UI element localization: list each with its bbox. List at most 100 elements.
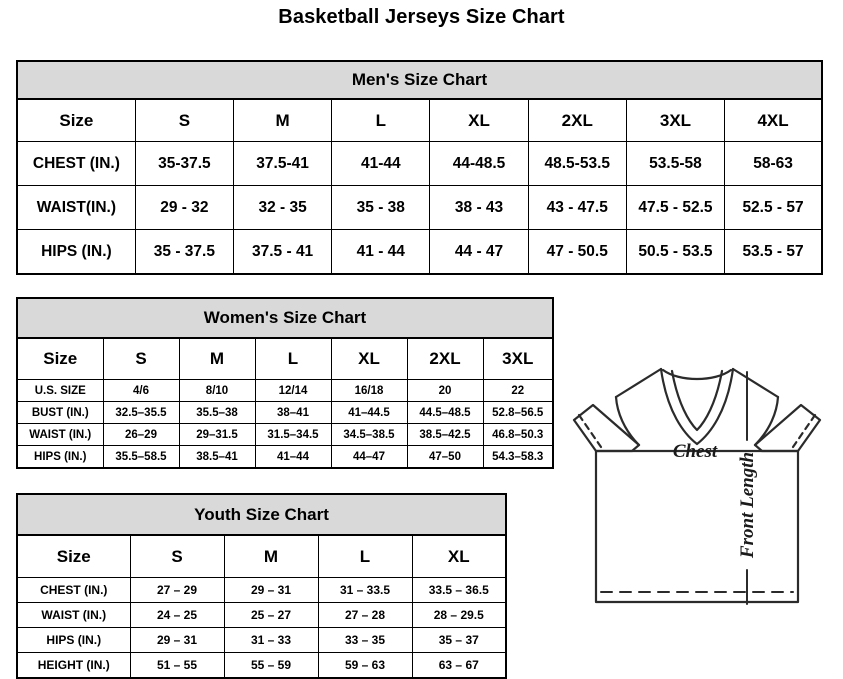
mens-header-row: Size S M L XL 2XL 3XL 4XL [16, 98, 823, 142]
jersey-right-armhole [753, 395, 780, 447]
mens-chest-s: 35-37.5 [134, 141, 234, 186]
youth-hips-l: 33 – 35 [317, 627, 413, 653]
mens-hips-4xl: 53.5 - 57 [724, 229, 823, 275]
mens-hips-2xl: 47 - 50.5 [527, 229, 627, 275]
womens-ussize-3xl: 22 [482, 379, 554, 402]
youth-hips-m: 31 – 33 [223, 627, 319, 653]
mens-header-3xl: 3XL [625, 98, 726, 142]
mens-hips-3xl: 50.5 - 53.5 [625, 229, 726, 275]
womens-row-label-waist: WAIST (IN.) [16, 423, 104, 446]
womens-bust-3xl: 52.8–56.5 [482, 401, 554, 424]
youth-size-chart-table: Youth Size Chart Size S M L XL CHEST (IN… [16, 493, 508, 679]
mens-chest-xl: 44-48.5 [429, 141, 529, 186]
youth-caption-row: Youth Size Chart [16, 493, 507, 536]
mens-chest-2xl: 48.5-53.5 [527, 141, 627, 186]
jersey-vneck-inner [670, 369, 724, 432]
mens-row-label-hips: HIPS (IN.) [16, 229, 136, 275]
womens-header-l: L [254, 337, 332, 380]
womens-header-row: Size S M L XL 2XL 3XL [16, 337, 554, 380]
mens-chart-caption: Men's Size Chart [16, 60, 823, 100]
womens-header-m: M [178, 337, 256, 380]
jersey-collar-arc [661, 368, 733, 380]
youth-row-label-chest: CHEST (IN.) [16, 577, 131, 603]
youth-chest-l: 31 – 33.5 [317, 577, 413, 603]
youth-height-l: 59 – 63 [317, 652, 413, 679]
mens-header-4xl: 4XL [724, 98, 823, 142]
womens-caption-row: Women's Size Chart [16, 297, 554, 339]
mens-row-label-waist: WAIST(IN.) [16, 185, 136, 230]
womens-ussize-s: 4/6 [102, 379, 180, 402]
youth-row-label-waist: WAIST (IN.) [16, 602, 131, 628]
womens-waist-xl: 34.5–38.5 [330, 423, 408, 446]
table-row: WAIST(IN.) 29 - 32 32 - 35 35 - 38 38 - … [16, 185, 823, 230]
womens-bust-m: 35.5–38 [178, 401, 256, 424]
table-row: BUST (IN.) 32.5–35.5 35.5–38 38–41 41–44… [16, 401, 554, 424]
jersey-vneck-outer [659, 367, 735, 446]
mens-header-2xl: 2XL [527, 98, 627, 142]
mens-waist-4xl: 52.5 - 57 [724, 185, 823, 230]
youth-row-label-height: HEIGHT (IN.) [16, 652, 131, 679]
womens-row-label-bust: BUST (IN.) [16, 401, 104, 424]
chest-measure-label: Chest [673, 441, 718, 462]
table-row: HEIGHT (IN.) 51 – 55 55 – 59 59 – 63 63 … [16, 652, 507, 679]
mens-waist-xl: 38 - 43 [429, 185, 529, 230]
mens-waist-3xl: 47.5 - 52.5 [625, 185, 726, 230]
jersey-right-cuff-seam [791, 413, 817, 449]
youth-height-xl: 63 – 67 [411, 652, 507, 679]
mens-header-m: M [232, 98, 333, 142]
table-row: WAIST (IN.) 24 – 25 25 – 27 27 – 28 28 –… [16, 602, 507, 628]
womens-chart-caption: Women's Size Chart [16, 297, 554, 339]
womens-waist-l: 31.5–34.5 [254, 423, 332, 446]
mens-header-l: L [331, 98, 431, 142]
jersey-body-outline [594, 449, 800, 604]
table-row: U.S. SIZE 4/6 8/10 12/14 16/18 20 22 [16, 379, 554, 402]
mens-hips-m: 37.5 - 41 [232, 229, 333, 275]
womens-header-xl: XL [330, 337, 408, 380]
table-row: HIPS (IN.) 35.5–58.5 38.5–41 41–44 44–47… [16, 445, 554, 469]
womens-waist-2xl: 38.5–42.5 [406, 423, 484, 446]
mens-chest-3xl: 53.5-58 [625, 141, 726, 186]
womens-hips-l: 41–44 [254, 445, 332, 469]
table-row: HIPS (IN.) 29 – 31 31 – 33 33 – 35 35 – … [16, 627, 507, 653]
jersey-left-shoulder [614, 367, 663, 399]
youth-hips-xl: 35 – 37 [411, 627, 507, 653]
youth-waist-l: 27 – 28 [317, 602, 413, 628]
womens-waist-s: 26–29 [102, 423, 180, 446]
womens-ussize-xl: 16/18 [330, 379, 408, 402]
womens-ussize-m: 8/10 [178, 379, 256, 402]
womens-waist-3xl: 46.8–50.3 [482, 423, 554, 446]
jersey-measurement-diagram: Chest Front Length [551, 352, 843, 652]
womens-bust-2xl: 44.5–48.5 [406, 401, 484, 424]
mens-header-size: Size [16, 98, 136, 142]
womens-header-2xl: 2XL [406, 337, 484, 380]
youth-header-s: S [129, 534, 225, 578]
mens-chest-4xl: 58-63 [724, 141, 823, 186]
mens-row-label-chest: CHEST (IN.) [16, 141, 136, 186]
womens-ussize-2xl: 20 [406, 379, 484, 402]
table-row: WAIST (IN.) 26–29 29–31.5 31.5–34.5 34.5… [16, 423, 554, 446]
mens-hips-s: 35 - 37.5 [134, 229, 234, 275]
womens-bust-l: 38–41 [254, 401, 332, 424]
womens-bust-xl: 41–44.5 [330, 401, 408, 424]
youth-header-m: M [223, 534, 319, 578]
youth-hips-s: 29 – 31 [129, 627, 225, 653]
youth-row-label-hips: HIPS (IN.) [16, 627, 131, 653]
youth-header-xl: XL [411, 534, 507, 578]
youth-height-s: 51 – 55 [129, 652, 225, 679]
womens-row-label-hips: HIPS (IN.) [16, 445, 104, 469]
womens-hips-2xl: 47–50 [406, 445, 484, 469]
womens-hips-3xl: 54.3–58.3 [482, 445, 554, 469]
youth-chart-caption: Youth Size Chart [16, 493, 507, 536]
youth-header-l: L [317, 534, 413, 578]
mens-header-s: S [134, 98, 234, 142]
front-length-measure-label: Front Length [737, 452, 758, 559]
mens-waist-s: 29 - 32 [134, 185, 234, 230]
jersey-left-sleeve [572, 403, 641, 453]
womens-row-label-us-size: U.S. SIZE [16, 379, 104, 402]
mens-size-chart-table: Men's Size Chart Size S M L XL 2XL 3XL 4… [16, 60, 823, 275]
mens-waist-2xl: 43 - 47.5 [527, 185, 627, 230]
youth-header-row: Size S M L XL [16, 534, 507, 578]
youth-chest-xl: 33.5 – 36.5 [411, 577, 507, 603]
mens-chest-l: 41-44 [331, 141, 431, 186]
youth-waist-xl: 28 – 29.5 [411, 602, 507, 628]
